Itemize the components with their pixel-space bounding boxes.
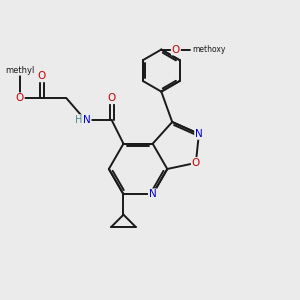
Text: O: O xyxy=(16,93,24,103)
Text: O: O xyxy=(38,71,46,81)
Text: H: H xyxy=(75,115,82,125)
Text: methoxy: methoxy xyxy=(192,45,225,54)
Text: N: N xyxy=(195,129,203,139)
Text: N: N xyxy=(83,115,91,125)
Text: methyl: methyl xyxy=(5,66,34,75)
Text: O: O xyxy=(172,45,180,55)
Text: N: N xyxy=(149,189,157,199)
Text: O: O xyxy=(192,158,200,168)
Text: O: O xyxy=(108,93,116,103)
